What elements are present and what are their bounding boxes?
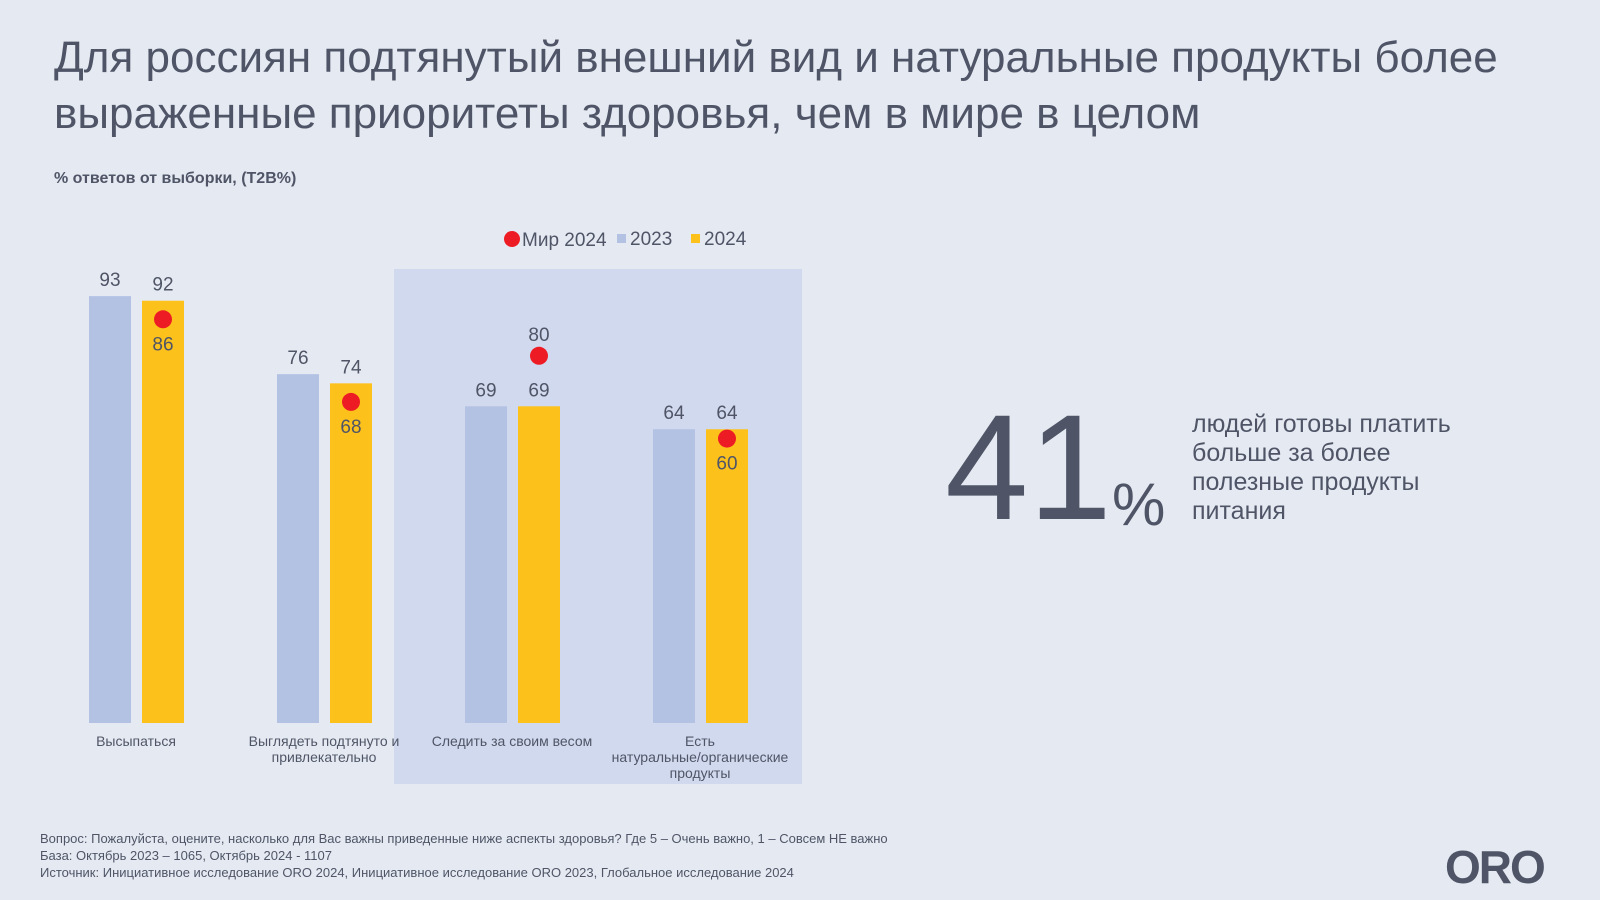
legend-label-world: Мир 2024: [522, 230, 607, 251]
callout-unit: %: [1112, 471, 1166, 538]
world-2024-dot: [530, 346, 548, 365]
bar-2023: [277, 374, 319, 723]
bar-value-label: 64: [716, 403, 738, 424]
world-2024-dot: [718, 429, 736, 448]
category-label: Следить за своим весом: [432, 733, 592, 749]
bar-value-label: 74: [340, 357, 362, 378]
legend-marker-2024: [691, 234, 700, 243]
bar-2023: [89, 296, 131, 723]
category-label: Есть: [685, 733, 715, 749]
note-question: Вопрос: Пожалуйста, оцените, насколько д…: [40, 831, 888, 846]
category-label: привлекательно: [272, 749, 377, 765]
world-2024-dot: [342, 392, 360, 411]
category-label: Выглядеть подтянуто и: [249, 733, 400, 749]
bar-value-label: 69: [475, 380, 496, 401]
world-2024-dot: [154, 310, 172, 329]
legend-marker-2023: [617, 234, 626, 243]
chart-subtitle: % ответов от выборки, (T2B%): [54, 170, 297, 187]
world-value-label: 68: [340, 417, 361, 438]
legend-marker-world: [504, 231, 520, 247]
bar-value-label: 92: [152, 275, 173, 296]
callout-value: 41: [945, 383, 1112, 551]
category-label: продукты: [670, 765, 731, 781]
bar-value-label: 69: [528, 380, 549, 401]
bar-2023: [653, 429, 695, 723]
bar-2024: [706, 429, 748, 723]
bar-chart: Мир 2024 2023 2024 93 92 86 Высыпаться 76 74 68 Вы…: [89, 229, 802, 784]
bar-2024: [518, 406, 560, 723]
footnotes: Вопрос: Пожалуйста, оцените, насколько д…: [40, 830, 888, 881]
callout-text: людей готовы платить больше за более пол…: [1192, 410, 1451, 525]
category-label: Высыпаться: [96, 733, 176, 749]
bar-2023: [465, 406, 507, 723]
world-value-label: 86: [152, 334, 173, 355]
legend-label-2023: 2023: [630, 229, 672, 250]
bar-value-label: 76: [287, 348, 308, 369]
bar-2024: [330, 383, 372, 723]
category-label: натуральные/органические: [612, 749, 789, 765]
page-title: Для россиян подтянутый внешний вид и нат…: [54, 33, 1498, 138]
world-value-label: 60: [716, 454, 737, 475]
note-base: База: Октябрь 2023 – 1065, Октябрь 2024 …: [40, 848, 332, 863]
note-source: Источник: Инициативное исследование ORO …: [40, 865, 794, 880]
world-value-label: 80: [528, 325, 549, 346]
bar-value-label: 93: [99, 270, 120, 291]
legend-label-2024: 2024: [704, 229, 747, 250]
bar-value-label: 64: [663, 403, 685, 424]
oro-logo: ORO: [1445, 841, 1546, 893]
bar-2024: [142, 300, 184, 723]
